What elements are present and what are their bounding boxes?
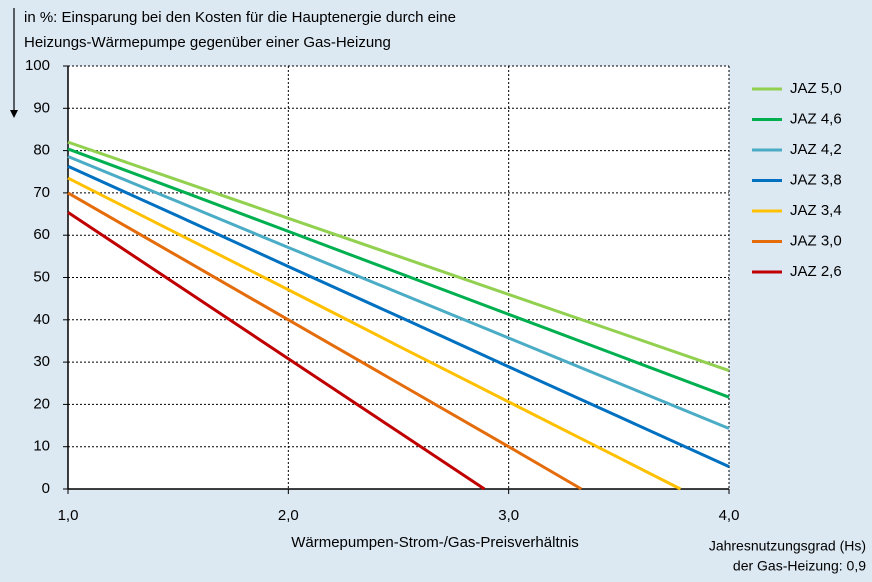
line [67, 155, 730, 430]
y-tick-label: 90 [33, 99, 50, 116]
plot-area [68, 66, 729, 489]
x-tick-label: 2,0 [278, 507, 299, 524]
x-axis-label: Wärmepumpen-Strom-/Gas-Preisverhältnis [291, 534, 579, 551]
x-tick-label: 4,0 [719, 507, 740, 524]
legend-label: JAZ 2,6 [790, 263, 842, 280]
legend-label: JAZ 4,2 [790, 141, 842, 158]
legend-label: JAZ 3,4 [790, 202, 842, 219]
x-tick-label: 3,0 [498, 507, 519, 524]
line [67, 191, 583, 491]
note: der Gas-Heizung: 0,9 [733, 558, 866, 574]
y-tick-label: 10 [33, 438, 50, 455]
y-tick-label: 20 [33, 395, 50, 412]
line [67, 164, 730, 468]
legend-label: JAZ 3,8 [790, 171, 842, 188]
legend-label: JAZ 3,0 [790, 232, 842, 249]
arrow-head [10, 110, 18, 118]
y-tick-label: 30 [33, 353, 50, 370]
y-tick-label: 100 [25, 57, 50, 74]
y-tick-label: 80 [33, 142, 50, 159]
legend-label: JAZ 5,0 [790, 80, 842, 97]
title-line: in %: Einsparung bei den Kosten für die … [24, 9, 456, 26]
title-line: Heizungs-Wärmepumpe gegenüber einer Gas-… [24, 34, 391, 51]
y-tick-label: 60 [33, 226, 50, 243]
line [67, 211, 486, 491]
x-tick-label: 1,0 [58, 507, 79, 524]
y-tick-label: 0 [42, 480, 50, 497]
legend-label: JAZ 4,6 [790, 110, 842, 127]
y-tick-label: 40 [33, 311, 50, 328]
note: Jahresnutzungsgrad (Hs) [709, 538, 866, 554]
line [67, 147, 730, 399]
y-tick-label: 50 [33, 268, 50, 285]
line [67, 176, 682, 491]
line [67, 140, 730, 372]
y-tick-label: 70 [33, 184, 50, 201]
